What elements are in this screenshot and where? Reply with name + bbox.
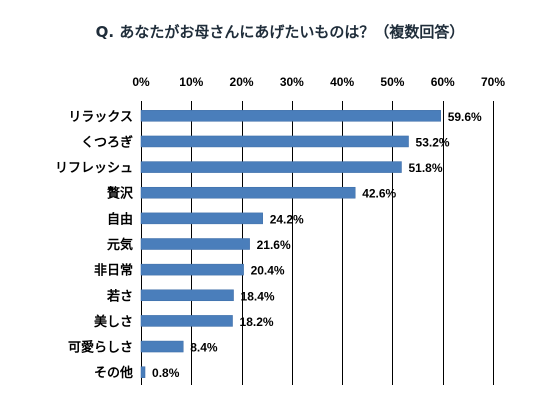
category-label: 可愛らしさ — [68, 340, 133, 356]
category-label: 美しさ — [94, 314, 133, 330]
x-tick-label: 60% — [431, 75, 455, 89]
data-label: 20.4% — [251, 264, 285, 278]
x-tick-label: 40% — [330, 75, 354, 89]
bar — [140, 366, 146, 378]
category-label: リフレッシュ — [55, 161, 133, 176]
data-label: 0.8% — [152, 366, 180, 380]
category-label: 元気 — [107, 237, 133, 253]
x-tick-label: 30% — [280, 75, 304, 89]
bar — [140, 161, 402, 173]
data-label: 59.6% — [448, 110, 482, 124]
category-label: 贅沢 — [106, 186, 134, 202]
category-label: 若さ — [106, 288, 133, 304]
data-label: 24.2% — [270, 212, 304, 226]
data-label: 21.6% — [257, 238, 291, 252]
x-tick-label: 20% — [230, 75, 254, 89]
bar — [140, 315, 233, 327]
bar — [140, 135, 409, 148]
bar — [140, 238, 250, 250]
bar — [140, 263, 244, 276]
x-axis-tick-labels: 0% 10% 20% 30% 40% 50% 60% 70% — [132, 75, 505, 89]
category-label: くつろぎ — [81, 134, 133, 150]
x-tick-label: 10% — [179, 75, 203, 89]
x-tick-label: 0% — [132, 75, 150, 89]
bar — [140, 340, 184, 353]
bar — [140, 212, 263, 225]
chart-title: Q. あなたがお母さんにあげたいものは？（複数回答） — [96, 23, 465, 41]
bars — [140, 110, 441, 378]
bar — [140, 110, 441, 122]
x-tick-label: 50% — [380, 75, 404, 89]
category-label: リラックス — [68, 110, 133, 125]
bar — [140, 289, 234, 302]
data-label: 18.2% — [240, 315, 274, 329]
data-label: 51.8% — [408, 161, 442, 175]
data-label: 8.4% — [190, 341, 218, 355]
data-label: 18.4% — [241, 289, 275, 303]
category-label: 非日常 — [94, 263, 133, 279]
category-label: 自由 — [107, 211, 133, 227]
category-label: その他 — [94, 365, 133, 381]
data-labels: 59.6% 53.2% 51.8% 42.6% 24.2% 21.6% 20.4% 18.4%… — [152, 110, 482, 380]
data-label: 42.6% — [362, 187, 396, 201]
x-tick-label: 70% — [481, 75, 505, 89]
data-label: 53.2% — [416, 135, 450, 149]
bar — [140, 186, 356, 199]
